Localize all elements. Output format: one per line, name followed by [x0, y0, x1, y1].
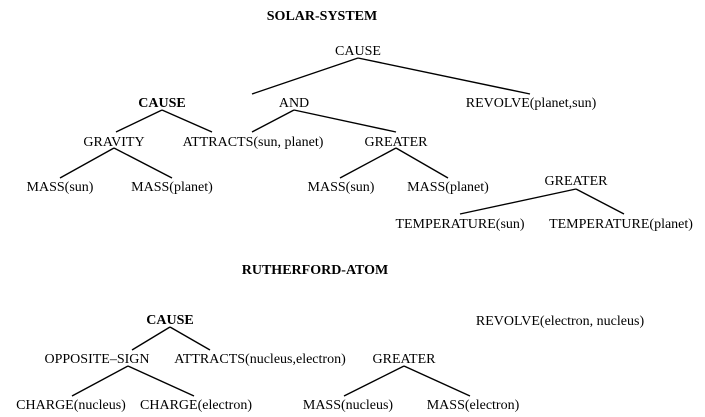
- edge-gravity-to-mass-sun: [59, 147, 115, 179]
- node-greater: GREATER: [373, 352, 437, 367]
- edge-greater-to-mass-sun: [339, 147, 397, 179]
- node-cause: CAUSE: [146, 313, 193, 328]
- edge-cause-to-revolve: [357, 57, 531, 95]
- edge-and-to-greater: [293, 109, 397, 133]
- solar-system-diagram: SOLAR-SYSTEM CAUSE CAUSE AND REVOLVE(pla…: [27, 9, 694, 232]
- edge-cause-to-attracts: [169, 326, 211, 351]
- node-revolve: REVOLVE(electron, nucleus): [476, 314, 645, 329]
- rutherford-atom-diagram: RUTHERFORD-ATOM CAUSE REVOLVE(electron, …: [16, 263, 644, 413]
- solar-system-title: SOLAR-SYSTEM: [267, 9, 377, 24]
- edge-cause-to-opposite-sign: [131, 326, 171, 351]
- node-attracts: ATTRACTS(sun, planet): [183, 135, 324, 150]
- node-mass-nucleus: MASS(nucleus): [303, 398, 394, 413]
- node-attracts: ATTRACTS(nucleus,electron): [174, 352, 346, 367]
- edge-cause-to-gravity: [115, 109, 163, 133]
- rutherford-atom-title: RUTHERFORD-ATOM: [242, 263, 388, 278]
- node-gravity: GRAVITY: [83, 135, 144, 150]
- node-cause-sub: CAUSE: [138, 96, 185, 111]
- edge-opposite-to-charge-electron: [127, 365, 195, 397]
- edge-greater-to-temp-sun: [459, 188, 577, 215]
- edge-gravity-to-mass-planet: [113, 147, 173, 179]
- node-opposite-sign: OPPOSITE–SIGN: [44, 352, 149, 367]
- node-mass-sun-right: MASS(sun): [308, 180, 375, 195]
- edge-opposite-to-charge-nucleus: [71, 365, 129, 397]
- node-mass-sun-left: MASS(sun): [27, 180, 94, 195]
- node-temp-sun: TEMPERATURE(sun): [395, 217, 524, 232]
- node-mass-planet-left: MASS(planet): [131, 180, 213, 195]
- edge-greater-to-temp-planet: [575, 188, 625, 215]
- edge-greater-to-mass-electron: [403, 365, 471, 397]
- node-mass-planet-right: MASS(planet): [407, 180, 489, 195]
- node-greater-temp: GREATER: [545, 174, 609, 189]
- node-charge-nucleus: CHARGE(nucleus): [16, 398, 126, 413]
- node-revolve: REVOLVE(planet,sun): [466, 96, 597, 111]
- node-greater-mass: GREATER: [365, 135, 429, 150]
- edge-greater-to-mass-planet: [395, 147, 449, 179]
- node-temp-planet: TEMPERATURE(planet): [549, 217, 693, 232]
- node-cause-root: CAUSE: [335, 44, 381, 59]
- edge-greater-to-mass-nucleus: [343, 365, 405, 397]
- edge-and-to-attracts: [251, 109, 295, 133]
- node-and: AND: [279, 96, 309, 111]
- node-mass-electron: MASS(electron): [427, 398, 520, 413]
- edge-cause-to-and: [251, 57, 359, 95]
- node-charge-electron: CHARGE(electron): [140, 398, 252, 413]
- edge-cause-to-attracts: [161, 109, 213, 133]
